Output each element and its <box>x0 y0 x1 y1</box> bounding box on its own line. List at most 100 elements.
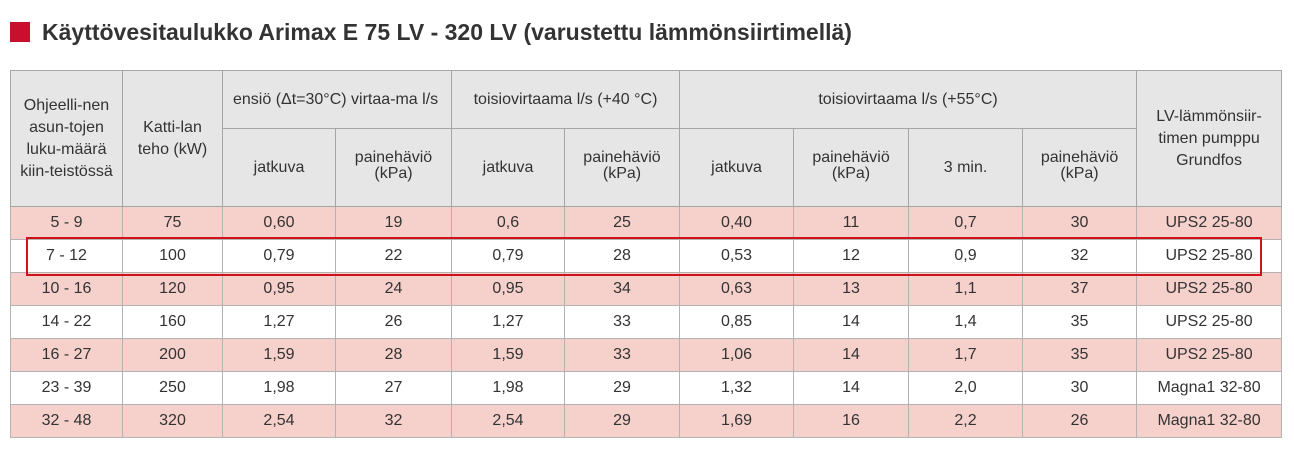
cell-pressure-drop-55: 14 <box>793 371 910 405</box>
header-boiler-power: Katti-lan teho (kW) <box>122 70 223 207</box>
header-apartment-count: Ohjeelli-nen asun-tojen luku-määrä kiin-… <box>10 70 123 207</box>
cell-primary-flow: 0,60 <box>222 206 336 240</box>
cell-apartments: 16 - 27 <box>10 338 123 372</box>
cell-primary-pressure-drop: 28 <box>335 338 452 372</box>
cell-boiler-kw: 200 <box>122 338 223 372</box>
cell-flow-55: 1,69 <box>679 404 795 438</box>
table-row: 10 - 16 120 0,95 24 0,95 34 0,63 13 1,1 37 UPS2 25… <box>10 272 1283 306</box>
cell-pump-model: UPS2 25-80 <box>1136 272 1283 306</box>
cell-pump-model: UPS2 25-80 <box>1136 305 1283 339</box>
cell-pressure-drop-55: 16 <box>793 404 910 438</box>
cell-boiler-kw: 250 <box>122 371 223 405</box>
cell-pressure-drop-40: 29 <box>563 371 681 405</box>
cell-primary-pressure-drop: 32 <box>335 404 452 438</box>
cell-flow-40: 0,79 <box>451 239 565 273</box>
header-secondary-flow-55: toisiovirtaama l/s (+55°C) <box>679 70 1138 129</box>
cell-pump-model: Magna1 32-80 <box>1136 371 1283 405</box>
cell-primary-flow: 2,54 <box>222 404 336 438</box>
cell-pump-model: UPS2 25-80 <box>1136 338 1283 372</box>
cell-flow-40: 2,54 <box>451 404 565 438</box>
cell-apartments: 10 - 16 <box>10 272 123 306</box>
header-jatkuva-40: jatkuva <box>451 128 565 207</box>
cell-boiler-kw: 120 <box>122 272 223 306</box>
header-painehavio-40: painehäviö (kPa) <box>563 128 681 207</box>
cell-pressure-drop-55-3min: 30 <box>1022 371 1138 405</box>
cell-primary-flow: 0,95 <box>222 272 336 306</box>
table-row: 32 - 48 320 2,54 32 2,54 29 1,69 16 2,2 26 Magna1 … <box>10 404 1283 438</box>
table-row: 23 - 39 250 1,98 27 1,98 29 1,32 14 2,0 30 Magna1 … <box>10 371 1283 405</box>
cell-flow-55-3min: 2,0 <box>908 371 1024 405</box>
cell-pressure-drop-40: 25 <box>563 206 681 240</box>
header-label-line: painehäviö <box>354 149 433 166</box>
header-label-line: painehäviö <box>812 149 890 166</box>
header-jatkuva-primary: jatkuva <box>222 128 336 207</box>
cell-primary-pressure-drop: 19 <box>335 206 452 240</box>
cell-pressure-drop-40: 33 <box>563 305 681 339</box>
cell-pressure-drop-55-3min: 30 <box>1022 206 1138 240</box>
cell-apartments: 14 - 22 <box>10 305 123 339</box>
cell-boiler-kw: 100 <box>122 239 223 273</box>
cell-pressure-drop-40: 34 <box>563 272 681 306</box>
header-unit-line: (kPa) <box>1060 165 1099 182</box>
cell-pump-model: UPS2 25-80 <box>1136 239 1283 273</box>
cell-flow-55: 0,63 <box>679 272 795 306</box>
cell-flow-40: 0,6 <box>451 206 565 240</box>
cell-primary-flow: 1,27 <box>222 305 336 339</box>
header-primary-flow: ensiö (Δt=30°C) virtaa-ma l/s <box>222 70 452 129</box>
page-title-row: Käyttövesitaulukko Arimax E 75 LV - 320 … <box>10 12 852 52</box>
cell-flow-55-3min: 2,2 <box>908 404 1024 438</box>
cell-apartments: 23 - 39 <box>10 371 123 405</box>
cell-pressure-drop-55: 14 <box>793 305 910 339</box>
cell-pressure-drop-55-3min: 35 <box>1022 305 1138 339</box>
header-unit-line: (kPa) <box>831 165 871 182</box>
cell-pressure-drop-40: 29 <box>563 404 681 438</box>
cell-apartments: 7 - 12 <box>10 239 123 273</box>
table-row: 5 - 9 75 0,60 19 0,6 25 0,40 11 0,7 30 UPS2 25-80 <box>10 206 1283 240</box>
cell-primary-pressure-drop: 26 <box>335 305 452 339</box>
cell-pressure-drop-55: 12 <box>793 239 910 273</box>
cell-apartments: 32 - 48 <box>10 404 123 438</box>
table-row: 14 - 22 160 1,27 26 1,27 33 0,85 14 1,4 35 UPS2 25… <box>10 305 1283 339</box>
header-pump: LV-lämmönsiir-timen pumppu Grundfos <box>1136 70 1283 207</box>
cell-primary-pressure-drop: 22 <box>335 239 452 273</box>
cell-flow-55-3min: 0,9 <box>908 239 1024 273</box>
cell-flow-55: 0,40 <box>679 206 795 240</box>
cell-pump-model: Magna1 32-80 <box>1136 404 1283 438</box>
cell-pressure-drop-55-3min: 32 <box>1022 239 1138 273</box>
header-painehavio-55: painehäviö (kPa) <box>793 128 910 207</box>
page-title: Käyttövesitaulukko Arimax E 75 LV - 320 … <box>42 18 852 45</box>
cell-primary-flow: 0,79 <box>222 239 336 273</box>
cell-flow-55: 1,32 <box>679 371 795 405</box>
cell-flow-40: 1,59 <box>451 338 565 372</box>
cell-primary-flow: 1,59 <box>222 338 336 372</box>
cell-pressure-drop-40: 28 <box>563 239 681 273</box>
cell-flow-55: 0,85 <box>679 305 795 339</box>
cell-flow-55-3min: 1,7 <box>908 338 1024 372</box>
cell-boiler-kw: 320 <box>122 404 223 438</box>
cell-flow-55: 1,06 <box>679 338 795 372</box>
table-row: 7 - 12 100 0,79 22 0,79 28 0,53 12 0,9 32 UPS2 25-… <box>10 239 1283 273</box>
cell-apartments: 5 - 9 <box>10 206 123 240</box>
cell-boiler-kw: 75 <box>122 206 223 240</box>
cell-flow-55: 0,53 <box>679 239 795 273</box>
cell-pressure-drop-55: 11 <box>793 206 910 240</box>
header-unit-line: (kPa) <box>602 165 642 182</box>
cell-flow-55-3min: 1,4 <box>908 305 1024 339</box>
header-unit-line: (kPa) <box>374 165 413 182</box>
header-3min-55: 3 min. <box>908 128 1024 207</box>
cell-primary-pressure-drop: 24 <box>335 272 452 306</box>
cell-pressure-drop-55-3min: 37 <box>1022 272 1138 306</box>
cell-pressure-drop-55: 13 <box>793 272 910 306</box>
header-jatkuva-55: jatkuva <box>679 128 795 207</box>
header-painehavio-55-3min: painehäviö (kPa) <box>1022 128 1138 207</box>
data-table: Ohjeelli-nen asun-tojen luku-määrä kiin-… <box>10 70 1283 438</box>
cell-flow-40: 0,95 <box>451 272 565 306</box>
header-painehavio-primary: painehäviö (kPa) <box>335 128 452 207</box>
cell-primary-pressure-drop: 27 <box>335 371 452 405</box>
cell-boiler-kw: 160 <box>122 305 223 339</box>
cell-pressure-drop-55-3min: 26 <box>1022 404 1138 438</box>
title-marker <box>10 22 30 42</box>
cell-primary-flow: 1,98 <box>222 371 336 405</box>
cell-flow-40: 1,27 <box>451 305 565 339</box>
cell-flow-55-3min: 1,1 <box>908 272 1024 306</box>
